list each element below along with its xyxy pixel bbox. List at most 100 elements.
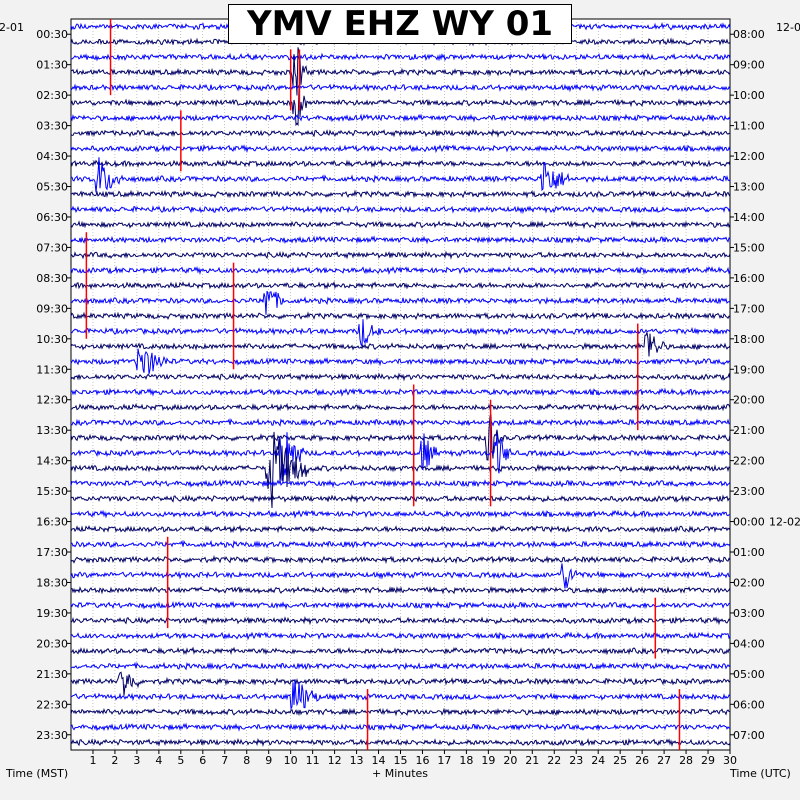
x-tick-label-28: 28	[679, 754, 693, 767]
trace-row-46	[70, 722, 731, 732]
x-tick-layer: 1 2 3 4 5 6 7 8 9 10 11 12 13 14 15 16 17 18 19 20 21 22 23 24 2…	[89, 750, 737, 767]
right-time-label-21: 05:00	[733, 668, 765, 681]
left-time-label-12: 12:30	[36, 394, 68, 407]
trace-row-28	[70, 432, 731, 481]
trace-row-41	[70, 646, 731, 656]
trace-row-25	[70, 402, 731, 412]
left-time-label-18: 18:30	[36, 576, 68, 589]
right-time-label-22: 06:00	[733, 698, 765, 711]
trace-row-35	[70, 554, 731, 565]
x-tick-label-22: 22	[547, 754, 561, 767]
right-time-label-8: 16:00	[733, 272, 765, 285]
right-time-label-7: 15:00	[733, 241, 765, 254]
trace-row-14	[70, 235, 731, 245]
left-time-label-6: 06:30	[36, 211, 68, 224]
trace-layer	[70, 21, 731, 748]
trace-row-34	[70, 539, 731, 549]
trace-row-24	[70, 387, 731, 397]
trace-row-26	[70, 418, 731, 427]
x-tick-label-1: 1	[89, 754, 96, 767]
left-time-label-20: 20:30	[36, 637, 68, 650]
right-time-label-9: 17:00	[733, 302, 765, 315]
trace-row-19	[70, 311, 731, 321]
x-tick-label-14: 14	[372, 754, 386, 767]
chart-title: YMV EHZ WY 01	[228, 4, 572, 44]
left-time-label-16: 16:30	[36, 516, 68, 529]
trace-row-45	[70, 707, 731, 717]
x-tick-label-3: 3	[133, 754, 140, 767]
trace-row-44	[70, 679, 731, 711]
x-tick-label-17: 17	[437, 754, 451, 767]
trace-row-42	[70, 661, 731, 671]
x-tick-label-25: 25	[613, 754, 627, 767]
trace-row-31	[70, 494, 731, 504]
right-time-label-1: 09:00	[733, 59, 765, 72]
x-tick-label-7: 7	[221, 754, 228, 767]
left-time-label-3: 03:30	[36, 120, 68, 133]
x-tick-label-8: 8	[243, 754, 250, 767]
right-time-label-23: 07:00	[733, 729, 765, 742]
trace-row-38	[70, 600, 731, 610]
x-tick-label-29: 29	[701, 754, 715, 767]
trace-row-30	[70, 478, 731, 489]
right-time-label-14: 22:00	[733, 455, 765, 468]
left-time-label-13: 13:30	[36, 424, 68, 437]
right-time-label-5: 13:00	[733, 181, 765, 194]
left-time-label-19: 19:30	[36, 607, 68, 620]
x-tick-label-6: 6	[199, 754, 206, 767]
left-time-label-22: 22:30	[36, 698, 68, 711]
x-tick-label-19: 19	[481, 754, 495, 767]
left-time-label-14: 14:30	[36, 455, 68, 468]
trace-row-32	[70, 509, 731, 519]
right-time-label-11: 19:00	[733, 363, 765, 376]
right-time-label-3: 11:00	[733, 120, 765, 133]
left-time-label-1: 01:30	[36, 59, 68, 72]
right-time-label-6: 14:00	[733, 211, 765, 224]
trace-row-20	[70, 319, 731, 348]
pick-layer	[85, 19, 681, 750]
x-tick-label-27: 27	[657, 754, 671, 767]
right-time-label-4: 12:00	[733, 150, 765, 163]
trace-row-5	[70, 86, 731, 127]
trace-row-16	[70, 265, 731, 275]
left-time-label-4: 04:30	[36, 150, 68, 163]
left-time-label-2: 02:30	[36, 89, 68, 102]
right-mid-date-label: 12-02	[769, 516, 800, 529]
x-tick-label-15: 15	[394, 754, 408, 767]
left-time-label-23: 23:30	[36, 729, 68, 742]
left-time-labels: 00:30 01:30 02:30 03:30 04:30 05:30 06:30 07:30…	[36, 28, 71, 742]
left-time-label-8: 08:30	[36, 272, 68, 285]
trace-row-33	[70, 524, 731, 534]
x-tick-label-16: 16	[415, 754, 429, 767]
right-time-label-18: 02:00	[733, 576, 765, 589]
right-top-date-label: 12-01	[776, 21, 800, 34]
x-tick-label-23: 23	[569, 754, 583, 767]
x-tick-label-30: 30	[723, 754, 737, 767]
trace-row-22	[70, 348, 731, 375]
trace-row-23	[70, 372, 731, 382]
x-axis-title: + Minutes	[372, 767, 428, 780]
trace-row-10	[70, 157, 731, 193]
x-tick-label-12: 12	[328, 754, 342, 767]
trace-row-21	[70, 332, 731, 357]
right-time-label-13: 21:00	[733, 424, 765, 437]
x-tick-label-9: 9	[265, 754, 272, 767]
right-time-label-0: 08:00	[733, 28, 765, 41]
left-time-label-17: 17:30	[36, 546, 68, 559]
trace-row-43	[70, 671, 731, 696]
trace-row-39	[70, 616, 731, 626]
left-time-label-11: 11:30	[36, 363, 68, 376]
trace-row-27	[70, 414, 731, 461]
left-time-label-15: 15:30	[36, 485, 68, 498]
x-tick-label-13: 13	[350, 754, 364, 767]
x-tick-label-24: 24	[591, 754, 605, 767]
x-tick-label-20: 20	[503, 754, 517, 767]
right-time-label-16: 00:00	[733, 516, 765, 529]
right-time-label-20: 04:00	[733, 637, 765, 650]
trace-row-3	[71, 47, 731, 96]
right-time-label-12: 20:00	[733, 394, 765, 407]
left-time-label-0: 00:30	[36, 28, 68, 41]
x-tick-label-4: 4	[155, 754, 162, 767]
trace-row-13	[70, 220, 731, 230]
